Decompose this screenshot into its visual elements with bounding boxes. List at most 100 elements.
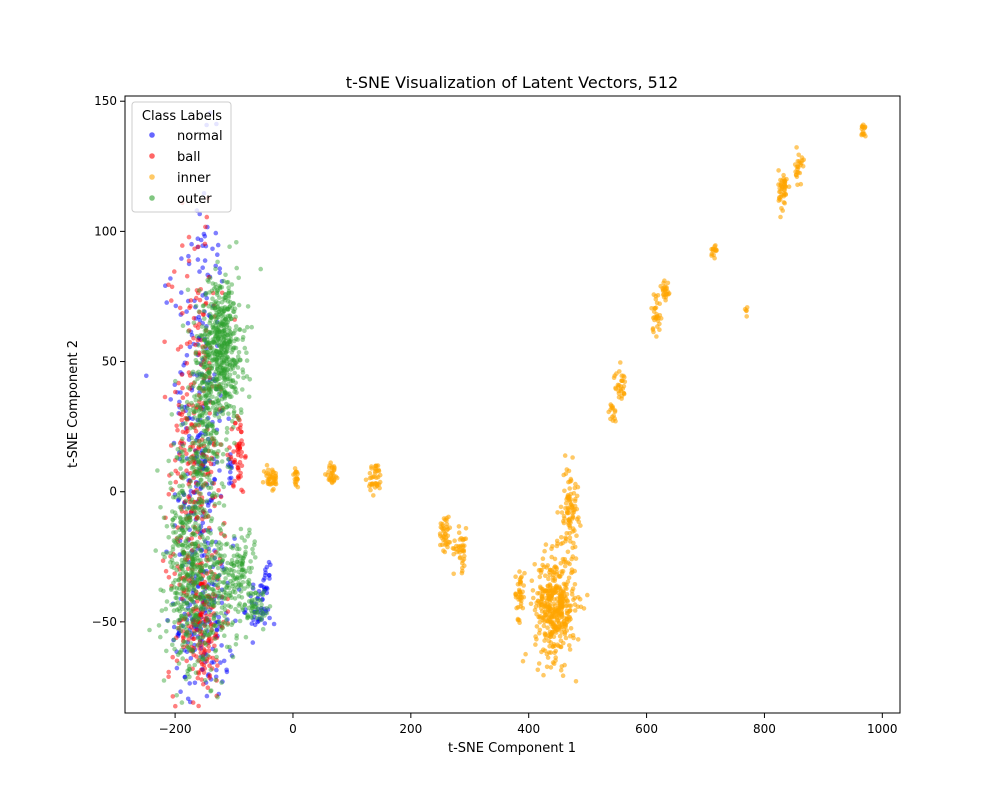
data-point-inner (547, 595, 552, 601)
data-point-outer (255, 610, 261, 615)
data-point-inner (370, 474, 376, 480)
series-ball (160, 195, 248, 709)
data-point-ball (217, 556, 223, 562)
data-point-outer (170, 547, 176, 552)
data-point-inner (612, 373, 617, 379)
data-point-outer (220, 522, 226, 527)
data-point-outer (195, 470, 200, 475)
data-point-outer (223, 393, 228, 399)
data-point-outer (225, 341, 230, 347)
data-point-inner (565, 579, 571, 584)
data-point-ball (214, 657, 219, 663)
data-point-outer (179, 700, 185, 705)
data-point-inner (566, 518, 571, 523)
data-point-outer (222, 389, 227, 395)
data-point-normal (180, 563, 185, 569)
data-point-outer (227, 244, 232, 249)
data-point-outer (200, 454, 206, 460)
data-point-outer (221, 296, 226, 301)
data-point-outer (214, 374, 220, 380)
data-point-outer (243, 634, 249, 640)
data-point-outer (184, 416, 190, 421)
data-point-outer (171, 637, 177, 642)
data-point-outer (179, 519, 184, 525)
data-point-outer (189, 598, 195, 603)
data-point-normal (214, 411, 219, 417)
data-point-inner (329, 480, 335, 486)
data-point-outer (189, 506, 195, 512)
data-point-outer (222, 395, 228, 401)
data-point-ball (170, 487, 175, 493)
data-point-ball (191, 410, 197, 416)
data-point-outer (181, 492, 187, 498)
data-point-outer (203, 432, 209, 437)
data-point-outer (250, 604, 256, 609)
data-point-outer (217, 333, 223, 339)
data-point-outer (190, 583, 195, 589)
data-point-outer (193, 613, 198, 618)
data-point-ball (218, 561, 223, 566)
data-point-outer (202, 338, 207, 343)
data-point-outer (233, 336, 239, 342)
data-point-outer (210, 603, 216, 609)
data-point-inner (862, 125, 868, 130)
data-point-inner (619, 396, 624, 401)
legend-label-inner: inner (177, 171, 211, 186)
data-point-outer (195, 481, 201, 487)
data-point-inner (539, 609, 545, 614)
legend-marker-inner (149, 174, 155, 180)
data-point-ball (178, 344, 184, 350)
data-point-outer (187, 607, 192, 613)
data-point-normal (212, 372, 217, 377)
data-point-outer (171, 538, 177, 543)
data-point-outer (207, 371, 212, 376)
data-point-outer (221, 325, 226, 331)
data-point-outer (221, 341, 227, 347)
data-point-outer (171, 565, 177, 570)
data-point-outer (174, 455, 180, 460)
data-point-inner (571, 491, 577, 496)
data-point-outer (238, 558, 243, 564)
data-point-outer (190, 369, 196, 375)
data-point-ball (197, 491, 202, 497)
data-point-outer (222, 390, 228, 395)
data-point-outer (253, 604, 258, 609)
data-point-outer (215, 336, 221, 342)
data-point-ball (172, 571, 177, 576)
data-point-outer (181, 552, 186, 557)
data-point-outer (213, 334, 218, 340)
data-point-outer (213, 582, 219, 587)
data-point-inner (564, 616, 570, 621)
data-point-outer (156, 623, 162, 628)
data-point-ball (180, 311, 185, 316)
data-point-inner (330, 470, 336, 476)
data-point-outer (169, 586, 174, 591)
data-point-inner (796, 152, 801, 158)
data-point-outer (216, 546, 221, 552)
data-point-outer (209, 587, 215, 592)
data-point-outer (195, 402, 201, 408)
data-point-inner (564, 586, 569, 591)
data-point-normal (198, 237, 204, 243)
data-point-outer (222, 352, 227, 357)
data-point-ball (199, 642, 205, 648)
data-point-outer (187, 587, 193, 592)
data-point-inner (560, 673, 566, 678)
data-point-inner (651, 329, 656, 335)
data-point-outer (200, 607, 206, 612)
data-point-ball (177, 305, 183, 311)
data-point-outer (198, 360, 204, 366)
data-point-outer (216, 370, 221, 376)
data-point-inner (323, 472, 328, 477)
data-point-outer (170, 522, 175, 527)
data-point-outer (247, 377, 253, 382)
data-point-outer (204, 371, 210, 377)
data-point-inner (520, 658, 526, 664)
data-point-ball (207, 675, 212, 680)
data-point-inner (292, 476, 298, 482)
data-point-outer (196, 577, 201, 582)
data-point-outer (217, 621, 222, 626)
data-point-normal (229, 465, 234, 471)
data-point-inner (333, 474, 339, 480)
data-point-inner (513, 574, 518, 579)
